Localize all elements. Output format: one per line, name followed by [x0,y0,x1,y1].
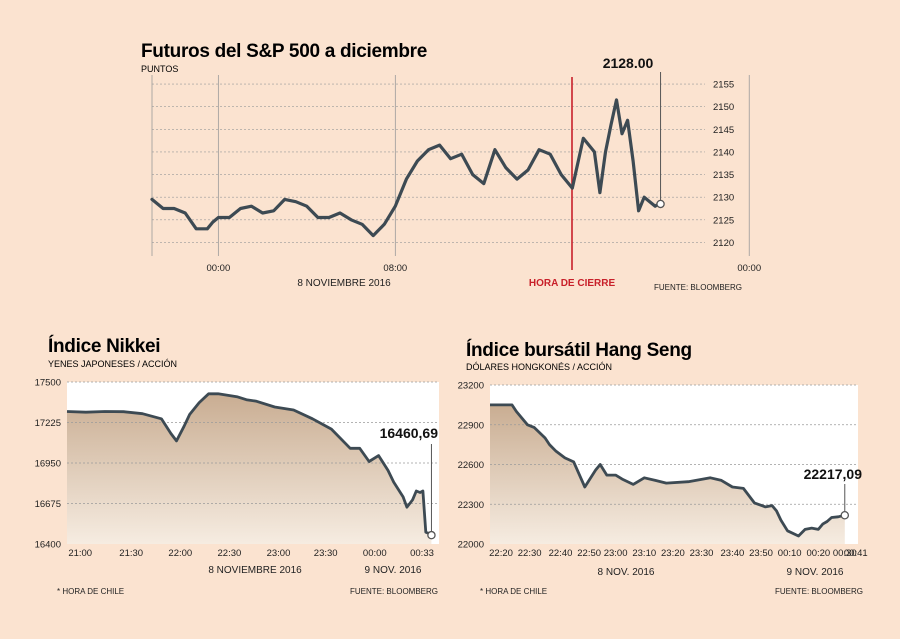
nikkei-title: Índice Nikkei [48,335,160,357]
sp500-y-tick-label: 2145 [713,125,734,136]
sp500-last-point-marker [656,199,665,209]
hs-y-tick-label: 23200 [458,381,484,392]
nikkei-subtitle: YENES JAPONESES / ACCIÓN [48,359,177,369]
hangseng-subtitle: DÓLARES HONGKONÉS / ACCIÓN [466,362,612,372]
hs-y-tick-label: 22000 [458,540,484,551]
closing-time-label: HORA DE CIERRE [529,278,616,289]
sp500-date-label: 8 NOVIEMBRE 2016 [297,278,391,289]
hs-x-tick-label: 23:50 [749,548,773,559]
nk-x-tick-label: 22:00 [168,548,192,559]
nk-x-tick-label: 23:00 [267,548,291,559]
nikkei-y-ticks: 16400 16675 16950 17225 17500 [35,378,61,551]
nk-x-tick-label: 23:30 [314,548,338,559]
nk-y-tick-label: 16675 [35,499,61,510]
hangseng-y-ticks: 22000 22300 22600 22900 23200 [458,381,484,551]
sp500-y-tick-label: 2150 [713,102,734,113]
sp500-x-tick-label: 08:00 [383,263,407,274]
hs-x-tick-label: 22:20 [489,548,513,559]
nikkei-x-ticks: 21:00 21:30 22:00 22:30 23:00 23:30 00:00 00:33 [68,548,434,559]
nk-y-tick-label: 17500 [35,378,61,389]
nikkei-area-fill [67,393,432,544]
hs-y-tick-label: 22600 [458,460,484,471]
sp500-y-tick-label: 2125 [713,215,734,226]
sp500-x-tick-label: 00:00 [737,263,761,274]
nikkei-date-label-2: 9 NOV. 2016 [365,565,422,576]
nikkei-last-value-label: 16460,69 [380,425,439,441]
sp500-title: Futuros del S&P 500 a diciembre [141,41,427,62]
hangseng-area-fill [490,404,845,544]
nikkei-chart: Índice Nikkei YENES JAPONESES / ACCIÓN 1… [35,335,439,596]
hangseng-series-line [490,403,846,538]
sp500-last-value-label: 2128.00 [603,55,654,71]
nikkei-footnote: * HORA DE CHILE [57,587,124,596]
hangseng-last-value-label: 22217,09 [804,466,863,482]
nikkei-date-label: 8 NOVIEMBRE 2016 [208,565,302,576]
hs-x-tick-label: 00:10 [778,548,802,559]
sp500-y-tick-label: 2135 [713,170,734,181]
hs-x-tick-label: 00:30 [833,548,857,559]
hangseng-date-label-2: 9 NOV. 2016 [787,567,844,578]
nk-x-tick-label: 21:00 [68,548,92,559]
hs-x-tick-label: 23:30 [690,548,714,559]
sp500-series-line [150,98,661,238]
hs-y-tick-label: 22900 [458,420,484,431]
hangseng-last-point-marker [840,510,850,520]
hangseng-x-ticks: 22:20 22:30 22:40 22:50 23:00 23:10 23:20 23:30… [489,548,868,559]
nk-y-tick-label: 17225 [35,418,61,429]
hs-x-tick-label: 23:10 [632,548,656,559]
hangseng-date-label: 8 NOV. 2016 [598,567,655,578]
hangseng-title: Índice bursátil Hang Seng [466,339,692,361]
hs-x-tick-label: 22:30 [518,548,542,559]
nk-y-tick-label: 16400 [35,540,61,551]
hs-x-tick-label: 23:40 [721,548,745,559]
nikkei-series-line [66,392,433,537]
hs-x-tick-label: 23:20 [661,548,685,559]
hs-x-tick-label: 22:40 [549,548,573,559]
sp500-vertical-gridlines [151,75,750,256]
sp500-y-ticks: 2120 2125 2130 2135 2140 2145 2150 2155 [713,80,734,249]
nk-y-tick-label: 16950 [35,459,61,470]
sp500-subtitle: PUNTOS [141,64,178,74]
nikkei-source: FUENTE: BLOOMBERG [350,587,438,596]
hs-x-tick-label: 23:00 [604,548,628,559]
hangseng-source: FUENTE: BLOOMBERG [775,587,863,596]
sp500-source: FUENTE: BLOOMBERG [654,283,742,292]
nk-x-tick-label: 00:33 [410,548,434,559]
nk-x-tick-label: 22:30 [218,548,242,559]
sp500-y-tick-label: 2140 [713,147,734,158]
hs-x-tick-label: 00:20 [806,548,830,559]
hs-x-tick-label: 00:41 [844,548,868,559]
sp500-chart: Futuros del S&P 500 a diciembre PUNTOS 2… [141,41,761,292]
nikkei-last-point-marker [427,530,436,540]
nk-x-tick-label: 21:30 [119,548,143,559]
hs-x-tick-label: 22:50 [577,548,601,559]
sp500-y-tick-label: 2130 [713,193,734,204]
sp500-y-tick-label: 2120 [713,238,734,249]
sp500-x-ticks: 00:00 08:00 00:00 [206,263,761,274]
hangseng-gridlines [490,384,858,505]
hs-y-tick-label: 22300 [458,500,484,511]
nk-x-tick-label: 00:00 [363,548,387,559]
hangseng-chart: Índice bursátil Hang Seng DÓLARES HONGKO… [458,339,868,596]
sp500-plot-area [152,75,707,256]
sp500-x-tick-label: 00:00 [206,263,230,274]
hangseng-footnote: * HORA DE CHILE [480,587,547,596]
nikkei-gridlines [67,381,439,504]
sp500-y-tick-label: 2155 [713,80,734,91]
